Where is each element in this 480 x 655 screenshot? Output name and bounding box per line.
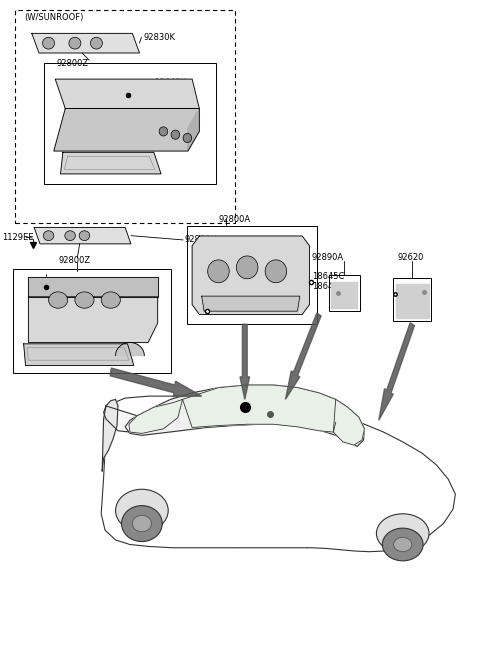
Polygon shape bbox=[202, 296, 300, 311]
Polygon shape bbox=[125, 385, 364, 447]
Text: 92800Z: 92800Z bbox=[59, 255, 91, 265]
Polygon shape bbox=[110, 368, 202, 396]
Bar bbox=[187, 226, 317, 324]
Polygon shape bbox=[333, 400, 364, 445]
Text: 92800A: 92800A bbox=[218, 214, 251, 223]
Ellipse shape bbox=[394, 537, 412, 552]
Ellipse shape bbox=[183, 134, 192, 143]
Text: (W/SUNROOF): (W/SUNROOF) bbox=[24, 13, 84, 22]
Text: 1129EE: 1129EE bbox=[1, 233, 33, 242]
Ellipse shape bbox=[48, 292, 68, 309]
Ellipse shape bbox=[132, 515, 152, 532]
Text: 18641E: 18641E bbox=[312, 282, 344, 291]
Polygon shape bbox=[192, 236, 310, 314]
Ellipse shape bbox=[159, 127, 168, 136]
Polygon shape bbox=[379, 323, 414, 421]
Ellipse shape bbox=[383, 528, 423, 561]
Text: 18643K: 18643K bbox=[99, 278, 131, 287]
Bar bbox=[393, 278, 432, 321]
Ellipse shape bbox=[65, 231, 75, 240]
Polygon shape bbox=[55, 79, 199, 109]
Ellipse shape bbox=[75, 292, 94, 309]
Text: 92830K: 92830K bbox=[185, 235, 217, 244]
Ellipse shape bbox=[101, 292, 120, 309]
Text: 92890A: 92890A bbox=[312, 253, 344, 262]
Bar bbox=[328, 275, 360, 311]
Text: 92620: 92620 bbox=[398, 253, 424, 262]
Polygon shape bbox=[34, 227, 131, 244]
Ellipse shape bbox=[265, 260, 287, 283]
Ellipse shape bbox=[79, 231, 90, 240]
Bar bbox=[44, 63, 216, 183]
Text: 18645E: 18645E bbox=[190, 287, 221, 296]
Polygon shape bbox=[28, 277, 157, 297]
Text: 92830K: 92830K bbox=[144, 33, 175, 42]
Ellipse shape bbox=[171, 130, 180, 140]
Text: 18645E: 18645E bbox=[396, 287, 427, 296]
Polygon shape bbox=[129, 400, 182, 434]
Ellipse shape bbox=[376, 514, 429, 553]
Polygon shape bbox=[331, 282, 357, 308]
Ellipse shape bbox=[43, 231, 54, 240]
Polygon shape bbox=[240, 324, 250, 400]
Ellipse shape bbox=[90, 37, 102, 49]
Ellipse shape bbox=[69, 37, 81, 49]
Polygon shape bbox=[182, 385, 336, 432]
Polygon shape bbox=[116, 343, 144, 356]
Bar bbox=[12, 269, 170, 373]
Polygon shape bbox=[60, 153, 161, 174]
Polygon shape bbox=[104, 406, 137, 432]
Ellipse shape bbox=[208, 260, 229, 283]
Ellipse shape bbox=[116, 489, 168, 532]
Text: 92800Z: 92800Z bbox=[57, 59, 88, 68]
Polygon shape bbox=[32, 33, 140, 53]
Polygon shape bbox=[24, 344, 134, 365]
Polygon shape bbox=[28, 297, 157, 343]
Polygon shape bbox=[286, 313, 321, 400]
Ellipse shape bbox=[237, 256, 258, 279]
Polygon shape bbox=[101, 396, 456, 552]
Text: 18643K: 18643K bbox=[154, 78, 186, 87]
Ellipse shape bbox=[43, 37, 55, 49]
Bar bbox=[15, 10, 235, 223]
Text: 18645C: 18645C bbox=[312, 272, 344, 281]
Polygon shape bbox=[54, 109, 199, 151]
Ellipse shape bbox=[121, 506, 162, 542]
Polygon shape bbox=[102, 400, 118, 472]
Polygon shape bbox=[188, 109, 199, 151]
Polygon shape bbox=[396, 284, 429, 318]
